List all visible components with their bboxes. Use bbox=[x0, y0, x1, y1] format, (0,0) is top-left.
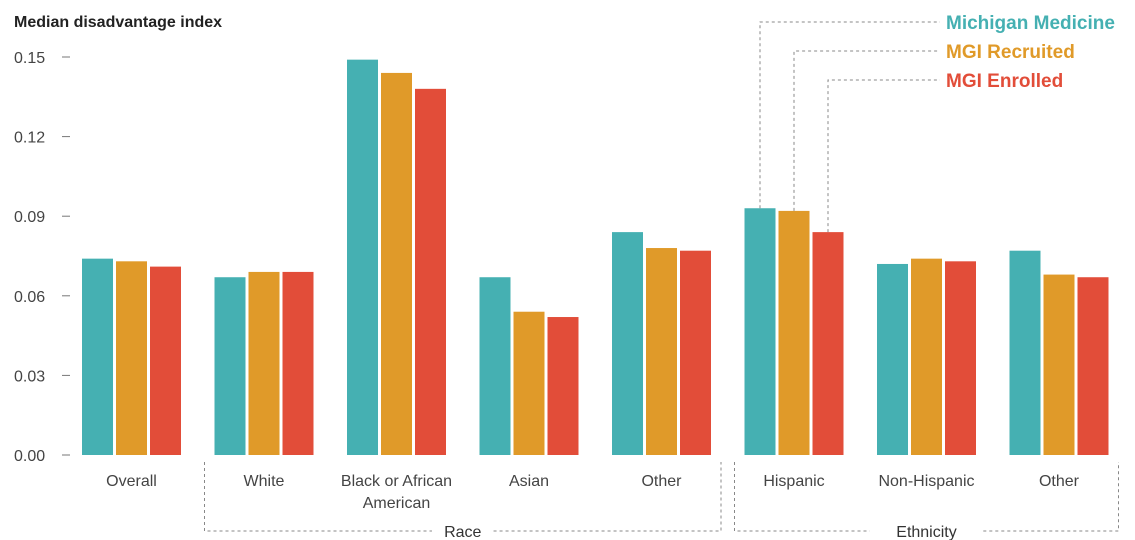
group-label: Ethnicity bbox=[896, 524, 956, 540]
category-labels: Overall White Black or African American Asia… bbox=[106, 473, 1080, 512]
legend-entry: MGI Recruited bbox=[946, 42, 1075, 63]
bar bbox=[877, 263, 908, 455]
y-tick-label: 0.15 bbox=[14, 50, 45, 67]
bar bbox=[479, 277, 511, 455]
legend-leader-line bbox=[759, 21, 940, 209]
group-label: Race bbox=[444, 524, 481, 540]
y-tick-label: 0.03 bbox=[14, 368, 45, 385]
legend-entry: MGI Enrolled bbox=[946, 71, 1063, 92]
bar bbox=[778, 210, 810, 455]
legend-leader-line bbox=[827, 79, 940, 233]
bar bbox=[415, 88, 446, 455]
bar bbox=[945, 261, 976, 455]
y-axis: 0.00 0.03 0.06 0.09 0.12 0.15 bbox=[14, 50, 70, 465]
bar bbox=[347, 59, 378, 456]
bar bbox=[646, 248, 677, 455]
bar bbox=[248, 271, 280, 455]
bar bbox=[150, 266, 181, 455]
group-bracket bbox=[204, 462, 722, 532]
legend-leader-line bbox=[793, 50, 940, 211]
bar bbox=[116, 261, 147, 455]
group-brackets: Race Ethnicity bbox=[204, 462, 1119, 540]
bar bbox=[547, 317, 579, 455]
group-bracket bbox=[734, 462, 1119, 532]
bar bbox=[1009, 250, 1041, 455]
category-label: Black or African American bbox=[341, 473, 452, 512]
y-tick-label: 0.12 bbox=[14, 130, 45, 147]
legend-entry: Michigan Medicine bbox=[946, 13, 1115, 34]
bar bbox=[381, 72, 412, 456]
y-tick-label: 0.00 bbox=[14, 448, 45, 465]
bar bbox=[812, 232, 844, 455]
bar bbox=[513, 311, 545, 455]
bar bbox=[1077, 277, 1109, 455]
bar bbox=[1043, 274, 1075, 455]
bar bbox=[680, 250, 711, 455]
y-axis-label: Median disadvantage index bbox=[14, 14, 222, 31]
legend: Michigan Medicine MGI Recruited MGI Enroll… bbox=[759, 13, 1115, 233]
category-label: Other bbox=[1039, 473, 1080, 490]
bar bbox=[612, 232, 643, 455]
category-label: Overall bbox=[106, 473, 157, 490]
category-label: Other bbox=[641, 473, 682, 490]
bar bbox=[82, 258, 113, 455]
category-label: Asian bbox=[509, 473, 549, 490]
category-label: Hispanic bbox=[763, 473, 824, 490]
y-tick-label: 0.09 bbox=[14, 209, 45, 226]
bar bbox=[744, 208, 776, 455]
category-label: Non-Hispanic bbox=[878, 473, 974, 490]
bar bbox=[282, 271, 314, 455]
bar bbox=[911, 258, 942, 455]
y-tick-label: 0.06 bbox=[14, 289, 45, 306]
bars bbox=[82, 59, 1109, 456]
bar bbox=[214, 277, 246, 455]
category-label: White bbox=[244, 473, 285, 490]
